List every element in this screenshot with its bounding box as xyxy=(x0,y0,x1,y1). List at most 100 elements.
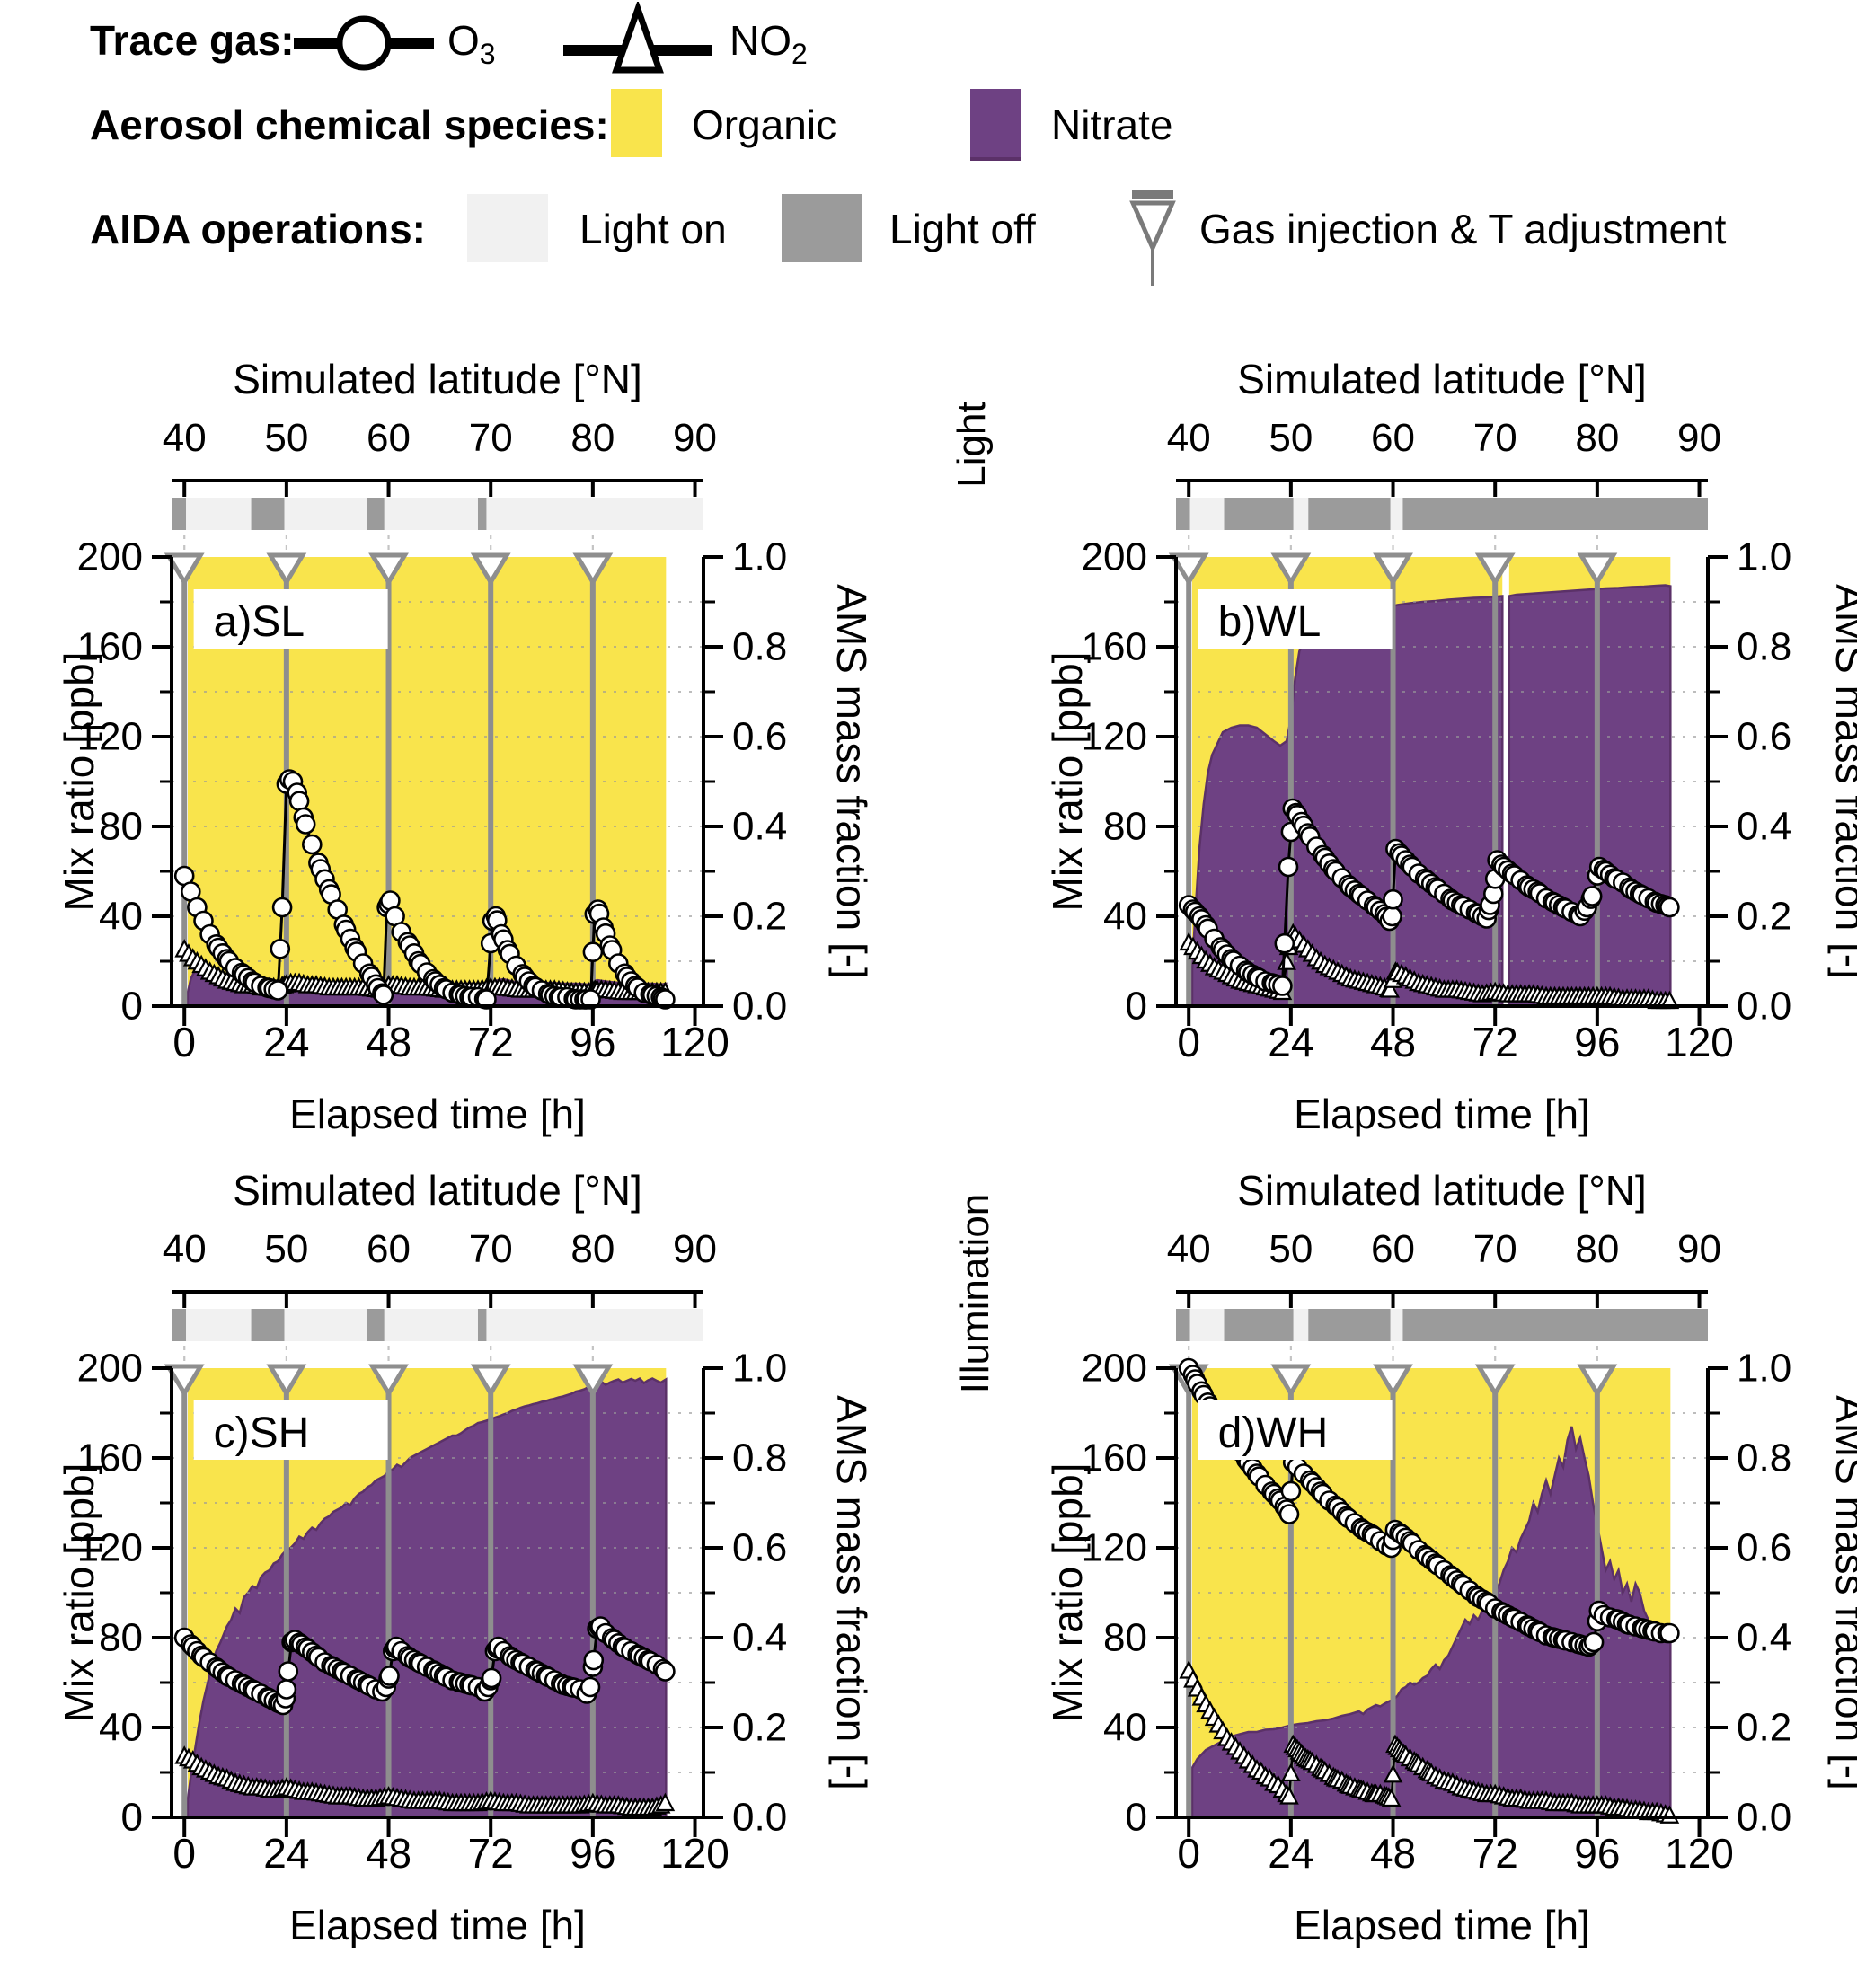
svg-text:Elapsed time [h]: Elapsed time [h] xyxy=(289,1902,586,1948)
svg-text:0.4: 0.4 xyxy=(1737,1616,1791,1660)
svg-text:48: 48 xyxy=(366,1830,411,1877)
svg-text:48: 48 xyxy=(1370,1019,1416,1065)
svg-text:Simulated latitude [°N]: Simulated latitude [°N] xyxy=(233,356,642,402)
side-labels: Mix ratio [ppb] AMS mass fraction [-] Illu… xyxy=(953,1194,1857,1790)
svg-text:90: 90 xyxy=(673,416,717,460)
svg-text:1.0: 1.0 xyxy=(1737,535,1791,579)
o3-series xyxy=(173,769,676,1010)
svg-text:160: 160 xyxy=(77,625,143,669)
svg-text:72: 72 xyxy=(468,1019,514,1065)
svg-text:AMS mass fraction [-]: AMS mass fraction [-] xyxy=(828,584,875,979)
svg-text:80: 80 xyxy=(99,1616,143,1660)
svg-text:80: 80 xyxy=(1575,1227,1619,1271)
svg-text:d)WH: d)WH xyxy=(1218,1409,1329,1457)
svg-text:0.2: 0.2 xyxy=(1737,895,1791,939)
latitude-axis: 40 50 60 70 80 90 Simulated latitude [°N] xyxy=(163,356,717,497)
organic-label: Organic xyxy=(692,102,837,148)
svg-text:AMS mass fraction [-]: AMS mass fraction [-] xyxy=(1827,1395,1857,1790)
svg-text:24: 24 xyxy=(263,1019,309,1065)
svg-text:1.0: 1.0 xyxy=(732,1347,787,1391)
svg-text:160: 160 xyxy=(1082,1436,1147,1480)
svg-text:24: 24 xyxy=(1268,1830,1313,1877)
svg-text:48: 48 xyxy=(1370,1830,1416,1877)
svg-text:b)WL: b)WL xyxy=(1218,598,1322,646)
plot-axes: 0 40 80 120 160 200 0.0 0.2 0.4 0.6 0.8 1.0 0 24 48 72 9… xyxy=(1082,535,1792,1138)
svg-text:70: 70 xyxy=(1473,1227,1517,1271)
svg-text:120: 120 xyxy=(77,715,143,759)
latitude-axis: 40 50 60 70 80 90 Simulated latitude [°N] xyxy=(1167,1167,1721,1308)
gas-injection-label: Gas injection & T adjustment xyxy=(1199,206,1727,252)
legend-trace-gas-label: Trace gas: xyxy=(90,17,295,64)
svg-text:90: 90 xyxy=(1677,416,1721,460)
svg-text:24: 24 xyxy=(263,1830,309,1877)
panel-label: c)SH xyxy=(193,1400,388,1460)
svg-text:70: 70 xyxy=(469,1227,513,1271)
svg-text:0.6: 0.6 xyxy=(732,1526,787,1570)
svg-text:60: 60 xyxy=(1371,416,1415,460)
svg-text:Mix ratio [ppb]: Mix ratio [ppb] xyxy=(56,652,102,912)
svg-text:90: 90 xyxy=(1677,1227,1721,1271)
o3-label: O3 xyxy=(447,17,496,71)
svg-text:200: 200 xyxy=(77,535,143,579)
light-operations-bar xyxy=(1176,1309,1708,1341)
o3-symbol-icon xyxy=(294,15,434,71)
panel-label: d)WH xyxy=(1198,1400,1393,1460)
plot-axes: 0 40 80 120 160 200 0.0 0.2 0.4 0.6 0.8 1.0 0 24 48 72 9… xyxy=(1082,1347,1792,1949)
svg-text:80: 80 xyxy=(1103,805,1147,849)
light-operations-bar xyxy=(172,1309,703,1341)
svg-text:0.2: 0.2 xyxy=(732,895,787,939)
svg-text:60: 60 xyxy=(367,1227,411,1271)
side-labels: Mix ratio [ppb] AMS mass fraction [-] xyxy=(56,1395,875,1790)
svg-text:80: 80 xyxy=(1103,1616,1147,1660)
svg-text:40: 40 xyxy=(99,895,143,939)
svg-text:c)SH: c)SH xyxy=(214,1409,310,1457)
plot-axes: 0 40 80 120 160 200 0.0 0.2 0.4 0.6 0.8 1.0 0 24 48 72 9… xyxy=(77,535,788,1138)
panel-d-svg: 40 50 60 70 80 90 Simulated latitude [°N] 0 40 80… xyxy=(953,1167,1857,1949)
svg-text:200: 200 xyxy=(1082,535,1147,579)
latitude-axis: 40 50 60 70 80 90 Simulated latitude [°N] xyxy=(1167,356,1721,497)
light-off-label: Light off xyxy=(889,206,1036,252)
svg-text:Elapsed time [h]: Elapsed time [h] xyxy=(1294,1902,1590,1948)
svg-text:72: 72 xyxy=(468,1830,514,1877)
light-on-label: Light on xyxy=(579,206,727,252)
svg-text:0.6: 0.6 xyxy=(1737,1526,1791,1570)
svg-text:0: 0 xyxy=(1126,985,1147,1029)
svg-text:80: 80 xyxy=(1575,416,1619,460)
svg-text:80: 80 xyxy=(99,805,143,849)
svg-text:0.8: 0.8 xyxy=(732,1436,787,1480)
nitrate-swatch xyxy=(970,89,1021,161)
svg-text:0: 0 xyxy=(121,985,143,1029)
svg-text:0.0: 0.0 xyxy=(732,985,787,1029)
svg-text:0.0: 0.0 xyxy=(1737,985,1791,1029)
svg-text:200: 200 xyxy=(77,1347,143,1391)
light-operations-bar xyxy=(1176,498,1708,530)
svg-text:200: 200 xyxy=(1082,1347,1147,1391)
aerosol-areas xyxy=(1190,1368,1672,1819)
aerosol-areas xyxy=(1190,557,1672,1008)
svg-text:40: 40 xyxy=(163,1227,207,1271)
svg-text:72: 72 xyxy=(1472,1830,1518,1877)
svg-text:AMS mass fraction [-]: AMS mass fraction [-] xyxy=(1827,584,1857,979)
svg-text:120: 120 xyxy=(1082,1526,1147,1570)
svg-text:80: 80 xyxy=(570,1227,615,1271)
no2-label: NO2 xyxy=(730,17,808,71)
svg-text:60: 60 xyxy=(367,416,411,460)
svg-text:72: 72 xyxy=(1472,1019,1518,1065)
svg-text:Simulated latitude [°N]: Simulated latitude [°N] xyxy=(1237,356,1647,402)
svg-text:0.4: 0.4 xyxy=(1737,805,1791,849)
svg-text:40: 40 xyxy=(1167,416,1211,460)
light-on-swatch xyxy=(467,194,548,262)
panel-b-svg: 40 50 60 70 80 90 Simulated latitude [°N] 0 40 80… xyxy=(950,356,1857,1138)
svg-text:0: 0 xyxy=(172,1019,196,1065)
svg-text:40: 40 xyxy=(163,416,207,460)
svg-text:1.0: 1.0 xyxy=(1737,1347,1791,1391)
panel-label: b)WL xyxy=(1198,589,1393,649)
latitude-axis: 40 50 60 70 80 90 Simulated latitude [°N] xyxy=(163,1167,717,1308)
svg-text:0.8: 0.8 xyxy=(1737,625,1791,669)
svg-text:50: 50 xyxy=(1269,1227,1313,1271)
svg-text:0.4: 0.4 xyxy=(732,805,787,849)
nitrate-label: Nitrate xyxy=(1051,102,1173,148)
svg-text:Light: Light xyxy=(950,402,994,487)
o3-series xyxy=(1178,798,1680,996)
